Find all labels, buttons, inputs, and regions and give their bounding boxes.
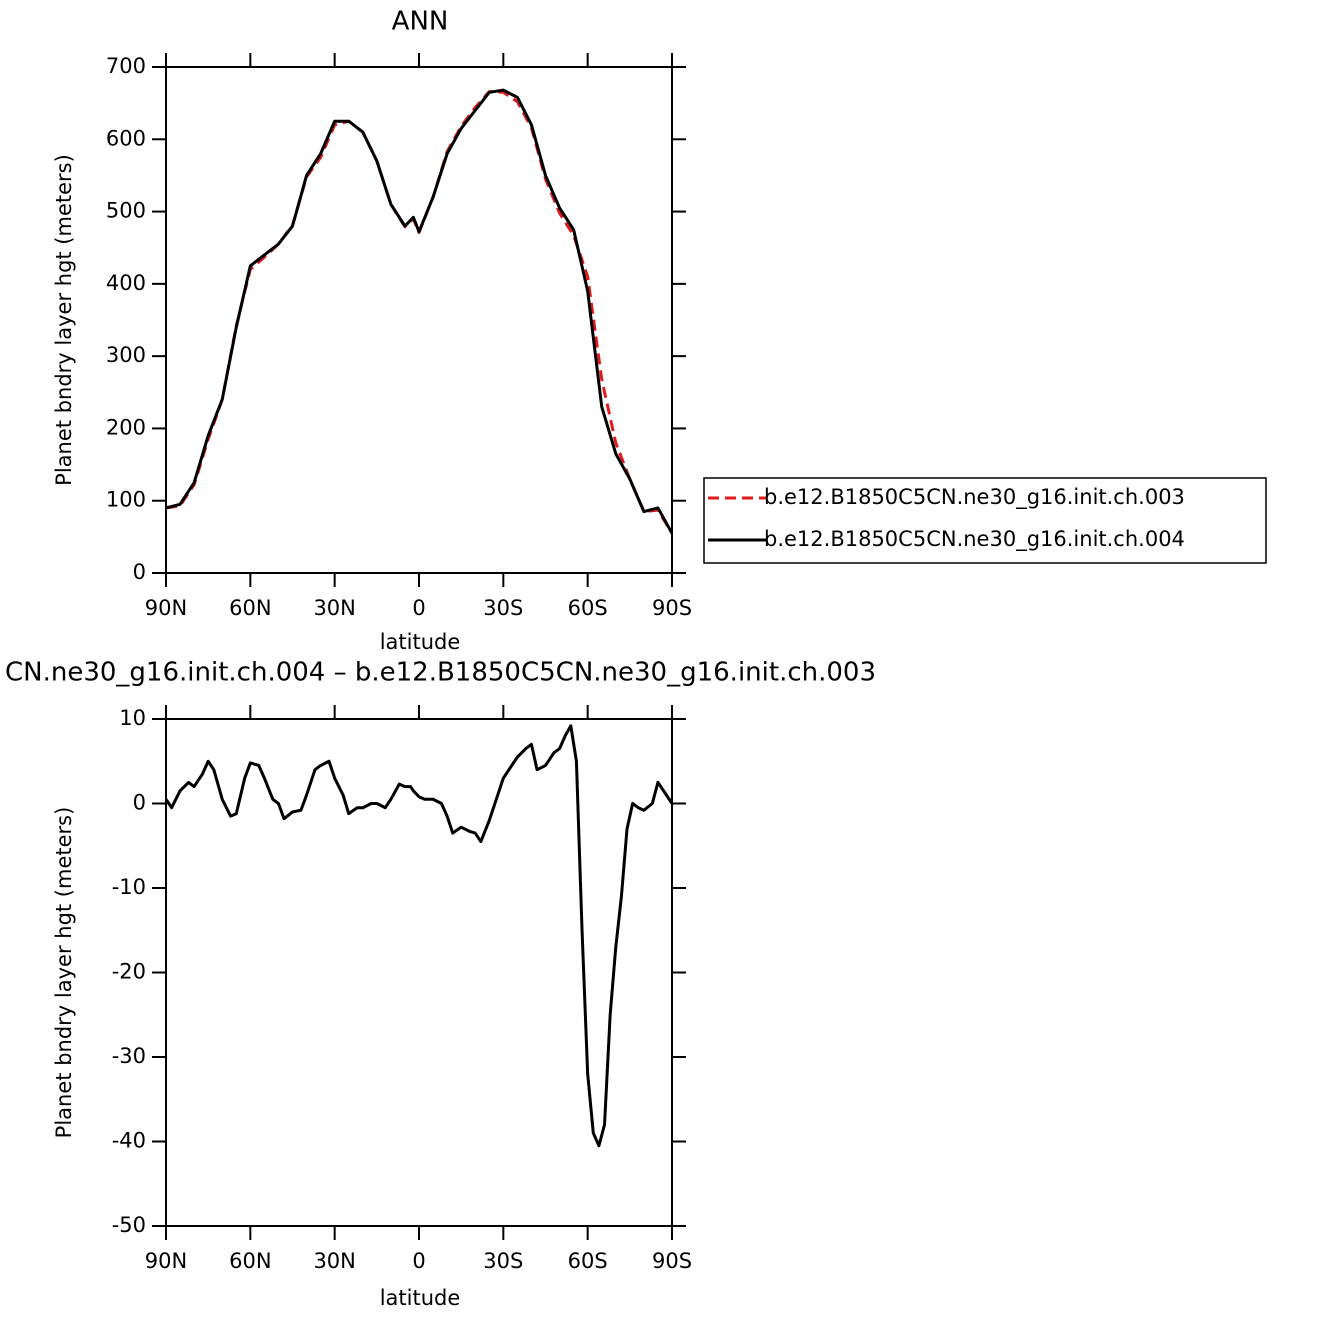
x-axis-label: latitude (380, 630, 461, 654)
chart-title: CN.ne30_g16.init.ch.004 – b.e12.B1850C5C… (5, 658, 876, 688)
y-tick-label: 400 (106, 271, 146, 295)
y-tick-label: 300 (106, 343, 146, 367)
x-tick-label: 60N (229, 1249, 271, 1273)
legend-label: b.e12.B1850C5CN.ne30_g16.init.ch.003 (764, 485, 1185, 510)
y-tick-label: -30 (112, 1044, 146, 1068)
x-tick-label: 30S (483, 1249, 523, 1273)
chart-title: ANN (392, 7, 449, 37)
x-tick-label: 90S (652, 596, 692, 620)
x-tick-label: 30N (313, 1249, 355, 1273)
y-tick-label: -10 (112, 875, 146, 899)
data-line (165, 88, 674, 534)
x-tick-label: 30S (483, 596, 523, 620)
data-line (164, 724, 674, 1148)
y-tick-label: 200 (106, 415, 146, 439)
y-tick-label: 0 (133, 791, 146, 815)
x-tick-label: 0 (412, 1249, 425, 1273)
y-tick-label: 10 (119, 706, 146, 730)
y-tick-label: 600 (106, 126, 146, 150)
x-tick-label: 90S (652, 1249, 692, 1273)
y-tick-label: -50 (112, 1213, 146, 1237)
x-tick-label: 60S (568, 596, 608, 620)
y-tick-label: 500 (106, 199, 146, 223)
plot-frame (165, 66, 673, 574)
y-tick-label: 100 (106, 488, 146, 512)
x-axis-label: latitude (380, 1286, 461, 1310)
y-axis-label: Planet bndry layer hgt (meters) (52, 807, 76, 1139)
x-tick-label: 60S (568, 1249, 608, 1273)
y-tick-label: -20 (112, 960, 146, 984)
x-tick-label: 90N (145, 596, 187, 620)
legend-box (703, 477, 1267, 564)
y-tick-label: -40 (112, 1129, 146, 1153)
x-tick-label: 30N (313, 596, 355, 620)
x-tick-label: 0 (412, 596, 425, 620)
data-line (165, 90, 674, 535)
x-tick-label: 60N (229, 596, 271, 620)
x-tick-label: 90N (145, 1249, 187, 1273)
legend-label: b.e12.B1850C5CN.ne30_g16.init.ch.004 (764, 527, 1185, 552)
y-tick-label: 700 (106, 54, 146, 78)
y-axis-label: Planet bndry layer hgt (meters) (52, 154, 76, 486)
y-tick-label: 0 (133, 560, 146, 584)
